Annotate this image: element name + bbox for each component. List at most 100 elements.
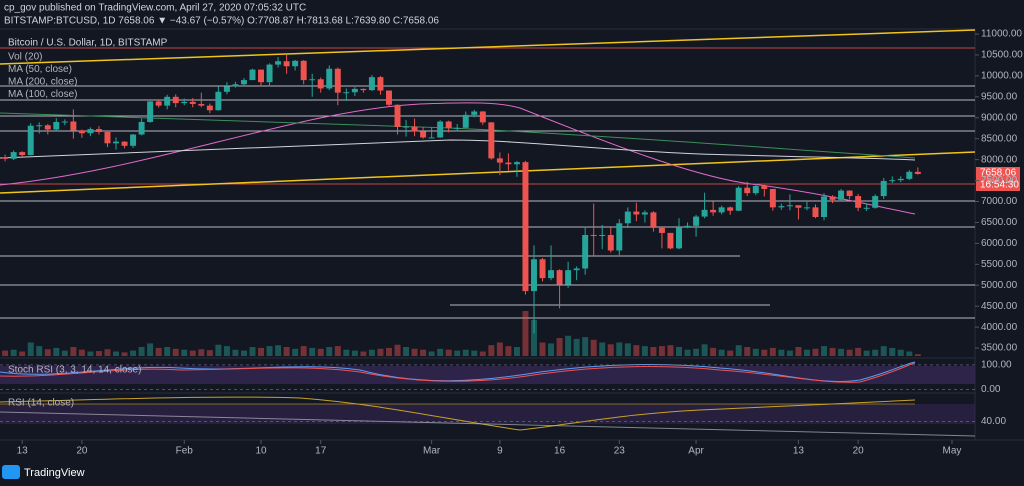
volume-bar: [275, 345, 282, 356]
candle-body: [360, 88, 367, 91]
volume-bar: [641, 346, 648, 356]
volume-bar: [334, 346, 341, 356]
x-tick-label: 10: [255, 446, 267, 457]
volume-bar: [403, 347, 410, 356]
volume-bar: [658, 346, 665, 356]
candle-body: [616, 223, 623, 251]
candle-body: [599, 234, 606, 236]
volume-bar: [292, 348, 299, 356]
pane-tick-label: 0.00: [981, 384, 1001, 395]
candle-body: [232, 84, 239, 87]
volume-bar: [513, 347, 520, 356]
candle-body: [479, 111, 486, 123]
volume-bar: [889, 347, 896, 356]
volume-bar: [437, 348, 444, 356]
candle-body: [155, 101, 162, 106]
x-tick-label: Mar: [423, 446, 441, 457]
volume-bar: [471, 350, 478, 356]
candle-body: [437, 121, 444, 138]
candle-body: [334, 68, 341, 93]
volume-bar: [36, 346, 43, 356]
volume-bar: [223, 346, 230, 356]
candle-body: [471, 111, 478, 115]
last-price: 7658.06: [980, 168, 1017, 179]
candle-body: [53, 121, 60, 130]
volume-bar: [411, 348, 418, 356]
y-tick-label: 6000.00: [981, 238, 1018, 249]
y-tick-label: 4500.00: [981, 301, 1018, 312]
x-tick-label: 20: [853, 446, 865, 457]
candle-body: [710, 209, 717, 213]
candle-body: [633, 211, 640, 215]
volume-bar: [650, 347, 657, 356]
x-tick-label: 13: [793, 446, 805, 457]
volume-bar: [300, 346, 307, 356]
rsi-line: [0, 396, 916, 431]
volume-bar: [633, 345, 640, 356]
candle-body: [684, 225, 691, 228]
candle-body: [309, 79, 316, 81]
volume-bar: [164, 347, 171, 356]
y-tick-label: 5500.00: [981, 259, 1018, 270]
candle-body: [803, 207, 810, 209]
volume-bar: [795, 347, 802, 356]
volume-bar: [198, 349, 205, 356]
volume-bar: [531, 320, 537, 356]
volume-bar: [87, 351, 94, 356]
candle-body: [531, 259, 537, 292]
volume-bar: [667, 345, 674, 356]
candle-body: [394, 104, 401, 127]
y-tick-label: 7500.00: [981, 175, 1018, 186]
candle-body: [505, 162, 512, 165]
candle-body: [693, 216, 700, 226]
volume-bar: [394, 344, 401, 356]
volume-bar: [53, 347, 60, 356]
candle-body: [863, 207, 870, 209]
author-line: cp_gov published on TradingView.com, Apr…: [4, 3, 306, 14]
trend-line: [0, 29, 976, 65]
stoch-d: [0, 362, 916, 383]
candle-body: [701, 209, 708, 217]
candle-body: [411, 126, 418, 132]
candle-body: [240, 80, 247, 85]
candle-body: [667, 232, 674, 249]
candle-body: [676, 227, 682, 249]
volume-bar: [872, 349, 879, 356]
candle-body: [897, 178, 904, 181]
candle-body: [138, 121, 145, 135]
candle-body: [744, 187, 751, 194]
candle-body: [727, 207, 734, 211]
ohlc-line: BITSTAMP:BTCUSD, 1D 7658.06 ▼ −43.67 (−0…: [4, 16, 439, 27]
volume-bar: [258, 347, 265, 356]
candle-body: [283, 61, 290, 67]
volume-bar: [786, 350, 793, 356]
volume-bar: [44, 349, 51, 356]
volume-bar: [95, 351, 102, 356]
candle-body: [428, 137, 435, 139]
volume-bar: [505, 346, 512, 356]
candle-body: [795, 205, 802, 208]
volume-bar: [769, 347, 776, 356]
candle-body: [377, 77, 384, 91]
volume-bar: [573, 338, 580, 356]
x-tick-label: 16: [554, 446, 566, 457]
legend-entry: MA (50, close): [8, 64, 72, 75]
y-tick-label: 8500.00: [981, 133, 1018, 144]
x-tick-label: Feb: [176, 446, 194, 457]
volume-bar: [240, 350, 247, 356]
x-tick-label: 17: [315, 446, 327, 457]
candle-body: [2, 157, 9, 159]
volume-bar: [420, 349, 427, 356]
volume-bar: [155, 347, 162, 356]
volume-bar: [582, 337, 589, 356]
volume-bar: [693, 348, 700, 356]
volume-bar: [565, 335, 572, 356]
candle-body: [113, 141, 119, 144]
volume-bar: [121, 352, 128, 356]
legend-entry: Vol (20): [8, 52, 42, 63]
volume-bar: [104, 349, 111, 356]
volume-bar: [189, 350, 196, 356]
candle-body: [19, 152, 26, 156]
volume-bar: [479, 351, 486, 356]
